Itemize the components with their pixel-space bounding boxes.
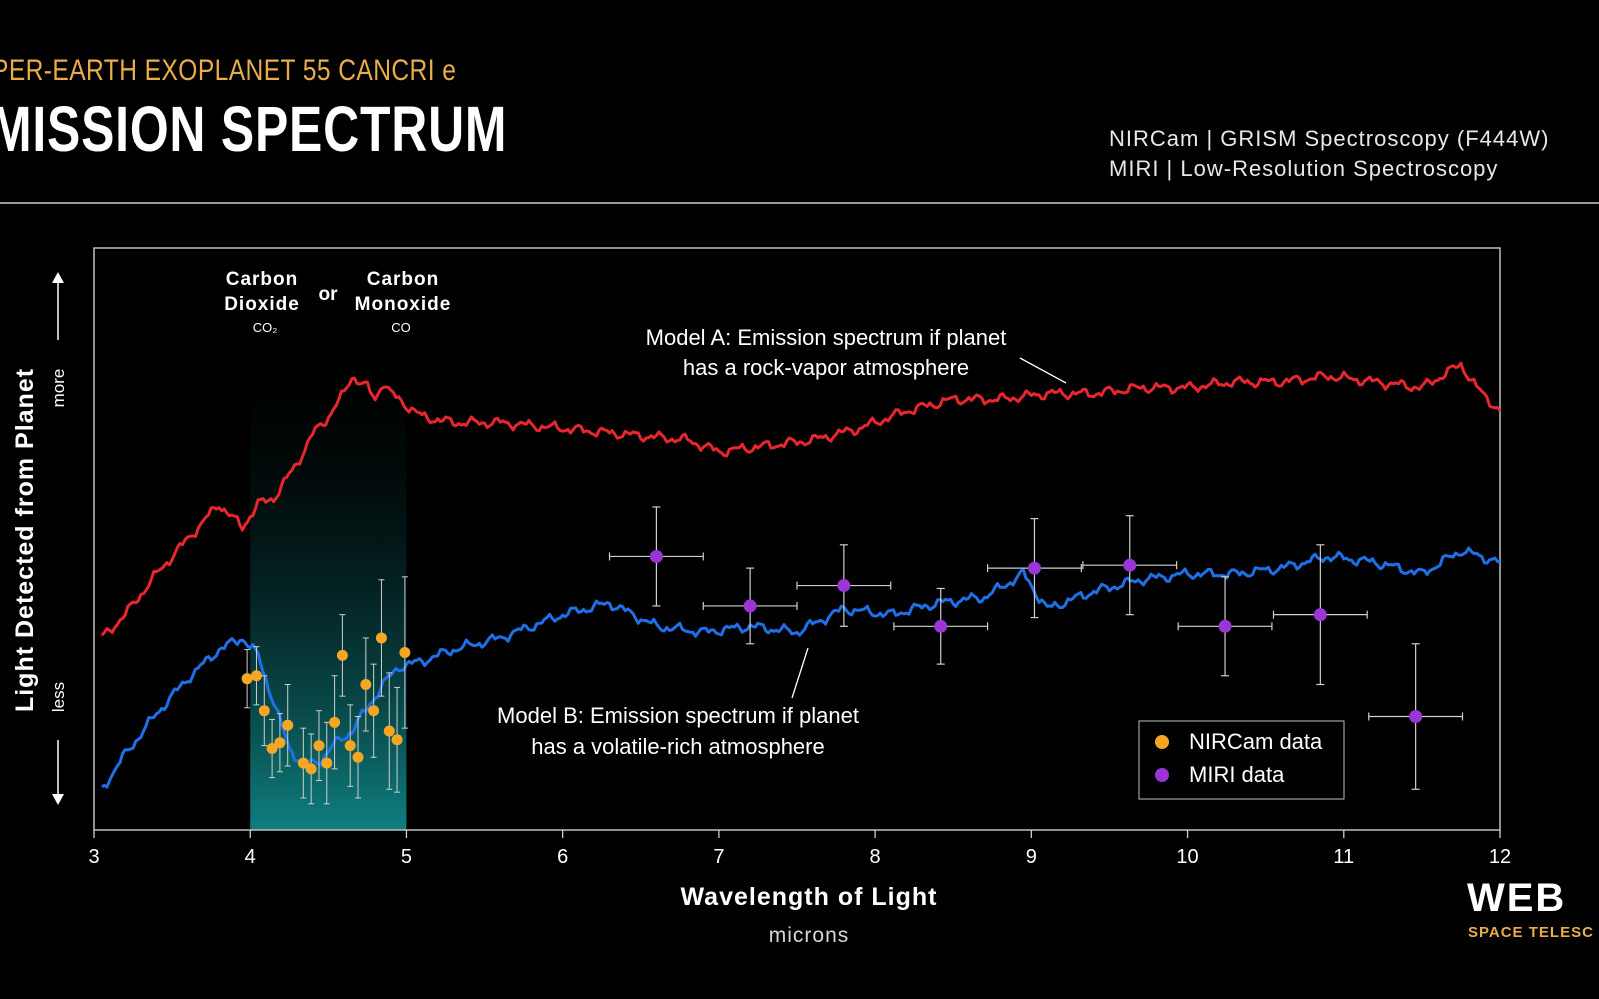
band-label-co-formula: CO	[391, 320, 411, 335]
miri-data-point	[649, 549, 663, 563]
y-axis-more-arrowhead	[52, 272, 64, 283]
miri-data-point	[1313, 608, 1327, 622]
miri-data-point	[1027, 561, 1041, 575]
nircam-data-point	[352, 751, 364, 763]
y-axis-less-label: less	[49, 682, 68, 712]
x-tick-label: 4	[245, 846, 256, 868]
miri-data-point	[837, 579, 851, 593]
x-tick-label: 5	[401, 846, 412, 868]
y-axis-title: Light Detected from Planet	[11, 368, 39, 712]
figure-title: MISSION SPECTRUM	[0, 93, 508, 165]
x-axis-title: Wavelength of Light	[681, 883, 938, 911]
x-tick-label: 7	[713, 846, 724, 868]
x-tick-label: 8	[870, 846, 881, 868]
x-axis-ticks: 3 4 5 6 7 8 9 10 11 12	[88, 830, 1511, 868]
header-divider	[0, 202, 1599, 204]
band-label-monoxide: Monoxide	[355, 294, 452, 315]
webb-logo-wordmark: WEB	[1467, 876, 1567, 920]
y-axis-less-arrowhead	[52, 794, 64, 805]
x-tick-label: 3	[88, 846, 99, 868]
x-tick-label: 11	[1333, 846, 1354, 868]
nircam-data-point	[241, 673, 253, 685]
nircam-data-point	[375, 632, 387, 644]
nircam-data-point	[250, 670, 262, 682]
miri-data-point	[1409, 710, 1423, 724]
nircam-data-point	[297, 757, 309, 769]
annotation-model-a-pointer	[1019, 357, 1067, 384]
x-tick-label: 9	[1026, 846, 1037, 868]
nircam-data-point	[282, 719, 294, 731]
nircam-data-point	[336, 649, 348, 661]
webb-logo-tagline: SPACE TELESC	[1468, 924, 1594, 941]
nircam-data-point	[368, 705, 380, 717]
x-tick-label: 6	[557, 846, 568, 868]
nircam-data-point	[321, 757, 333, 769]
x-tick-label: 12	[1489, 846, 1511, 868]
nircam-data-point	[399, 646, 411, 658]
legend-miri-swatch	[1155, 768, 1169, 782]
nircam-data-point	[344, 740, 356, 752]
annotation-model-b-pointer	[791, 647, 809, 699]
annotation-model-a-line2: has a rock-vapor atmosphere	[683, 355, 969, 380]
legend-miri-label: MIRI data	[1189, 762, 1285, 787]
miri-data-points	[608, 506, 1464, 790]
nircam-data-point	[258, 705, 270, 717]
instrument-miri: MIRI | Low-Resolution Spectroscopy	[1109, 156, 1499, 181]
nircam-data-point	[391, 734, 403, 746]
miri-data-point	[1218, 619, 1232, 633]
x-tick-label: 10	[1176, 846, 1198, 868]
model-a-series-line	[100, 361, 1502, 637]
band-label-dioxide: Dioxide	[224, 294, 300, 315]
nircam-data-point	[266, 743, 278, 755]
nircam-data-point	[329, 716, 341, 728]
figure-kicker: PER-EARTH EXOPLANET 55 CANCRI e	[0, 54, 457, 87]
nircam-data-point	[313, 740, 325, 752]
instrument-nircam: NIRCam | GRISM Spectroscopy (F444W)	[1109, 126, 1550, 151]
band-label-or: or	[319, 284, 339, 305]
nircam-data-point	[360, 679, 372, 690]
band-label-co2-formula: CO₂	[253, 320, 278, 335]
nircam-data-point	[305, 763, 317, 775]
nircam-data-point	[383, 725, 395, 737]
miri-data-point	[1123, 558, 1137, 572]
legend-nircam-swatch	[1155, 735, 1169, 749]
miri-data-point	[743, 599, 757, 613]
band-label-carbon-2: Carbon	[367, 269, 440, 290]
nircam-data-point	[274, 737, 286, 749]
legend-box	[1138, 720, 1345, 800]
annotation-model-b-line2: has a volatile-rich atmosphere	[531, 734, 824, 759]
band-label-carbon-1: Carbon	[226, 269, 299, 290]
plot-frame	[93, 247, 1501, 831]
y-axis-more-label: more	[49, 369, 68, 408]
nircam-data-points	[241, 576, 411, 805]
miri-data-point	[934, 619, 948, 633]
legend-nircam-label: NIRCam data	[1189, 729, 1323, 754]
annotation-model-a-line1: Model A: Emission spectrum if planet	[646, 325, 1007, 350]
annotation-model-b-line1: Model B: Emission spectrum if planet	[497, 703, 859, 728]
x-axis-unit: microns	[769, 924, 850, 947]
